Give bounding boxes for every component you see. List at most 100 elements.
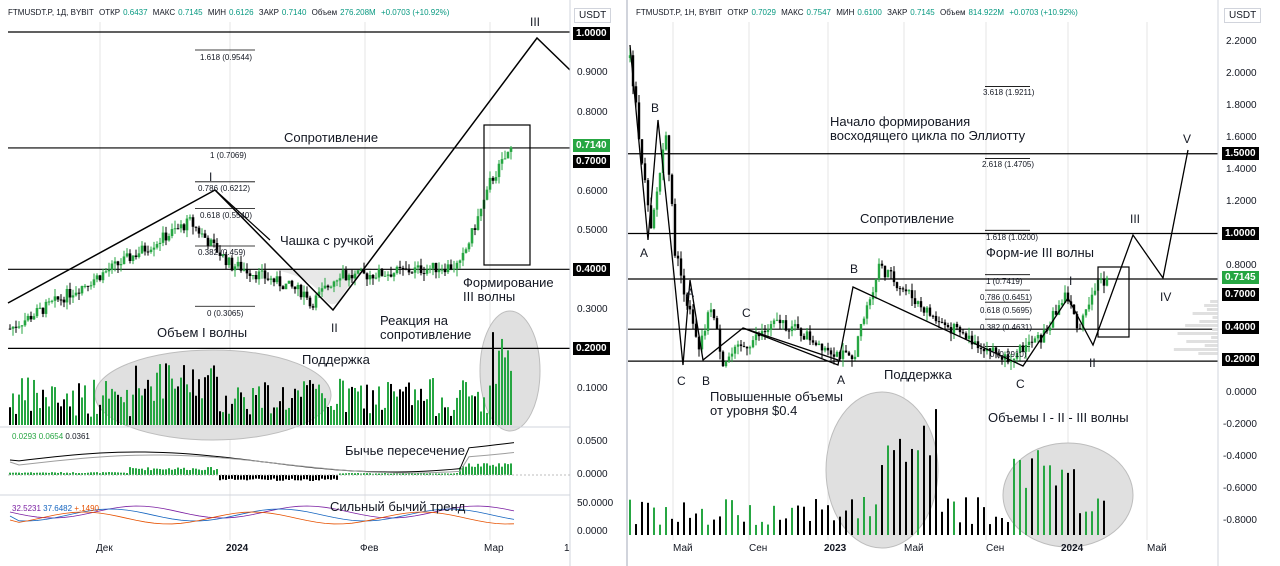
right-chart-panel[interactable]: FTMUSDT.P, 1Н, BYBIT ОТКР 0.7029 МАКС 0.75… bbox=[628, 0, 1280, 566]
macd-bar bbox=[450, 473, 452, 475]
candle-body bbox=[68, 288, 72, 298]
candle-body bbox=[194, 226, 198, 228]
candle-body bbox=[431, 262, 435, 269]
volume-bar bbox=[216, 376, 218, 425]
wave-path bbox=[214, 189, 271, 241]
candle-body bbox=[739, 344, 743, 346]
candle-body bbox=[272, 278, 276, 283]
macd-bar bbox=[141, 468, 143, 475]
candle-body bbox=[637, 102, 641, 140]
left-chart-canvas[interactable] bbox=[0, 0, 626, 566]
candle-body bbox=[503, 158, 507, 160]
volume-bar bbox=[441, 397, 443, 425]
macd-bar bbox=[78, 473, 80, 475]
candle-body bbox=[392, 273, 396, 277]
candle-body bbox=[425, 269, 429, 274]
candle-body bbox=[850, 355, 854, 360]
candle-body bbox=[407, 268, 411, 273]
macd-bar bbox=[357, 473, 359, 475]
volume-bar bbox=[381, 409, 383, 425]
macd-bar bbox=[138, 468, 140, 475]
candle-body bbox=[281, 286, 285, 290]
macd-bar bbox=[453, 473, 455, 475]
volume-bar bbox=[495, 383, 497, 425]
candle-body bbox=[350, 275, 354, 279]
volume-bar bbox=[845, 510, 847, 535]
volume-bar bbox=[797, 505, 799, 535]
volume-bar bbox=[129, 416, 131, 425]
volume-bar bbox=[177, 386, 179, 425]
macd-bar bbox=[396, 473, 398, 475]
candle-body bbox=[1057, 305, 1061, 315]
macd-bar bbox=[15, 472, 17, 475]
candle-body bbox=[257, 271, 261, 280]
volume-bar bbox=[827, 505, 829, 535]
macd-bar bbox=[348, 473, 350, 475]
candle-body bbox=[910, 290, 914, 299]
candle-body bbox=[721, 351, 725, 367]
volume-bar bbox=[306, 385, 308, 425]
volume-bar bbox=[207, 375, 209, 425]
candle-body bbox=[278, 276, 282, 287]
fib-label: 0.618 (0.5540) bbox=[200, 211, 253, 220]
volume-bar bbox=[384, 407, 386, 425]
macd-bar bbox=[60, 472, 62, 475]
volume-bar bbox=[629, 499, 631, 535]
fib-label: 0.786 (0.6451) bbox=[980, 293, 1033, 302]
volume-bar bbox=[375, 404, 377, 425]
macd-bar bbox=[477, 463, 479, 475]
candle-body bbox=[787, 330, 791, 332]
right-level-tag: 1.0000 bbox=[1222, 227, 1259, 240]
candle-body bbox=[880, 263, 884, 266]
volume-bar bbox=[899, 438, 901, 535]
macd-bar bbox=[327, 475, 329, 480]
volume-bar bbox=[447, 407, 449, 425]
macd-bar bbox=[243, 475, 245, 480]
macd-bar bbox=[54, 472, 56, 475]
volume-bar bbox=[81, 397, 83, 425]
volume-bar bbox=[339, 378, 341, 425]
volume-bar bbox=[1019, 460, 1021, 535]
fib-label: 0.786 (0.6212) bbox=[198, 184, 251, 193]
candle-body bbox=[1075, 314, 1079, 329]
volume-bar bbox=[63, 399, 65, 425]
right-chart-canvas[interactable] bbox=[628, 0, 1280, 566]
wave-label: B bbox=[702, 374, 711, 388]
macd-bar bbox=[129, 467, 131, 475]
volume-bar bbox=[683, 502, 685, 535]
candle-body bbox=[329, 286, 333, 288]
volume-bar bbox=[426, 399, 428, 425]
candle-body bbox=[347, 275, 351, 281]
candle-body bbox=[389, 274, 393, 277]
macd-bar bbox=[105, 472, 107, 475]
volume-bar bbox=[1031, 458, 1033, 535]
volume-bar bbox=[357, 391, 359, 425]
candle-body bbox=[419, 265, 423, 274]
candle-body bbox=[182, 224, 186, 231]
candle-body bbox=[203, 233, 207, 238]
macd-bar bbox=[354, 473, 356, 475]
candle-body bbox=[751, 340, 755, 348]
volume-bar bbox=[779, 519, 781, 535]
macd-bar bbox=[504, 463, 506, 475]
volume-bar bbox=[285, 409, 287, 425]
left-chart-panel[interactable]: FTMUSDT.P, 1Д, BYBIT ОТКР 0.6437 МАКС 0.71… bbox=[0, 0, 626, 566]
candle-body bbox=[143, 245, 147, 252]
candle-body bbox=[197, 227, 201, 234]
candle-body bbox=[269, 278, 273, 280]
rsi-line bbox=[9, 508, 515, 522]
volume-bar bbox=[444, 407, 446, 425]
candle-body bbox=[856, 336, 860, 357]
volume-bar bbox=[315, 388, 317, 425]
candle-body bbox=[50, 300, 54, 302]
candle-body bbox=[296, 284, 300, 290]
fib-label: 1.618 (1.0200) bbox=[986, 233, 1039, 242]
macd-bar bbox=[321, 475, 323, 479]
macd-bar bbox=[90, 472, 92, 475]
candle-body bbox=[17, 326, 21, 328]
macd-bar bbox=[132, 468, 134, 475]
volume-bar bbox=[429, 379, 431, 425]
volume-bar bbox=[345, 412, 347, 425]
volume-bar bbox=[330, 405, 332, 425]
candle-body bbox=[275, 276, 279, 283]
